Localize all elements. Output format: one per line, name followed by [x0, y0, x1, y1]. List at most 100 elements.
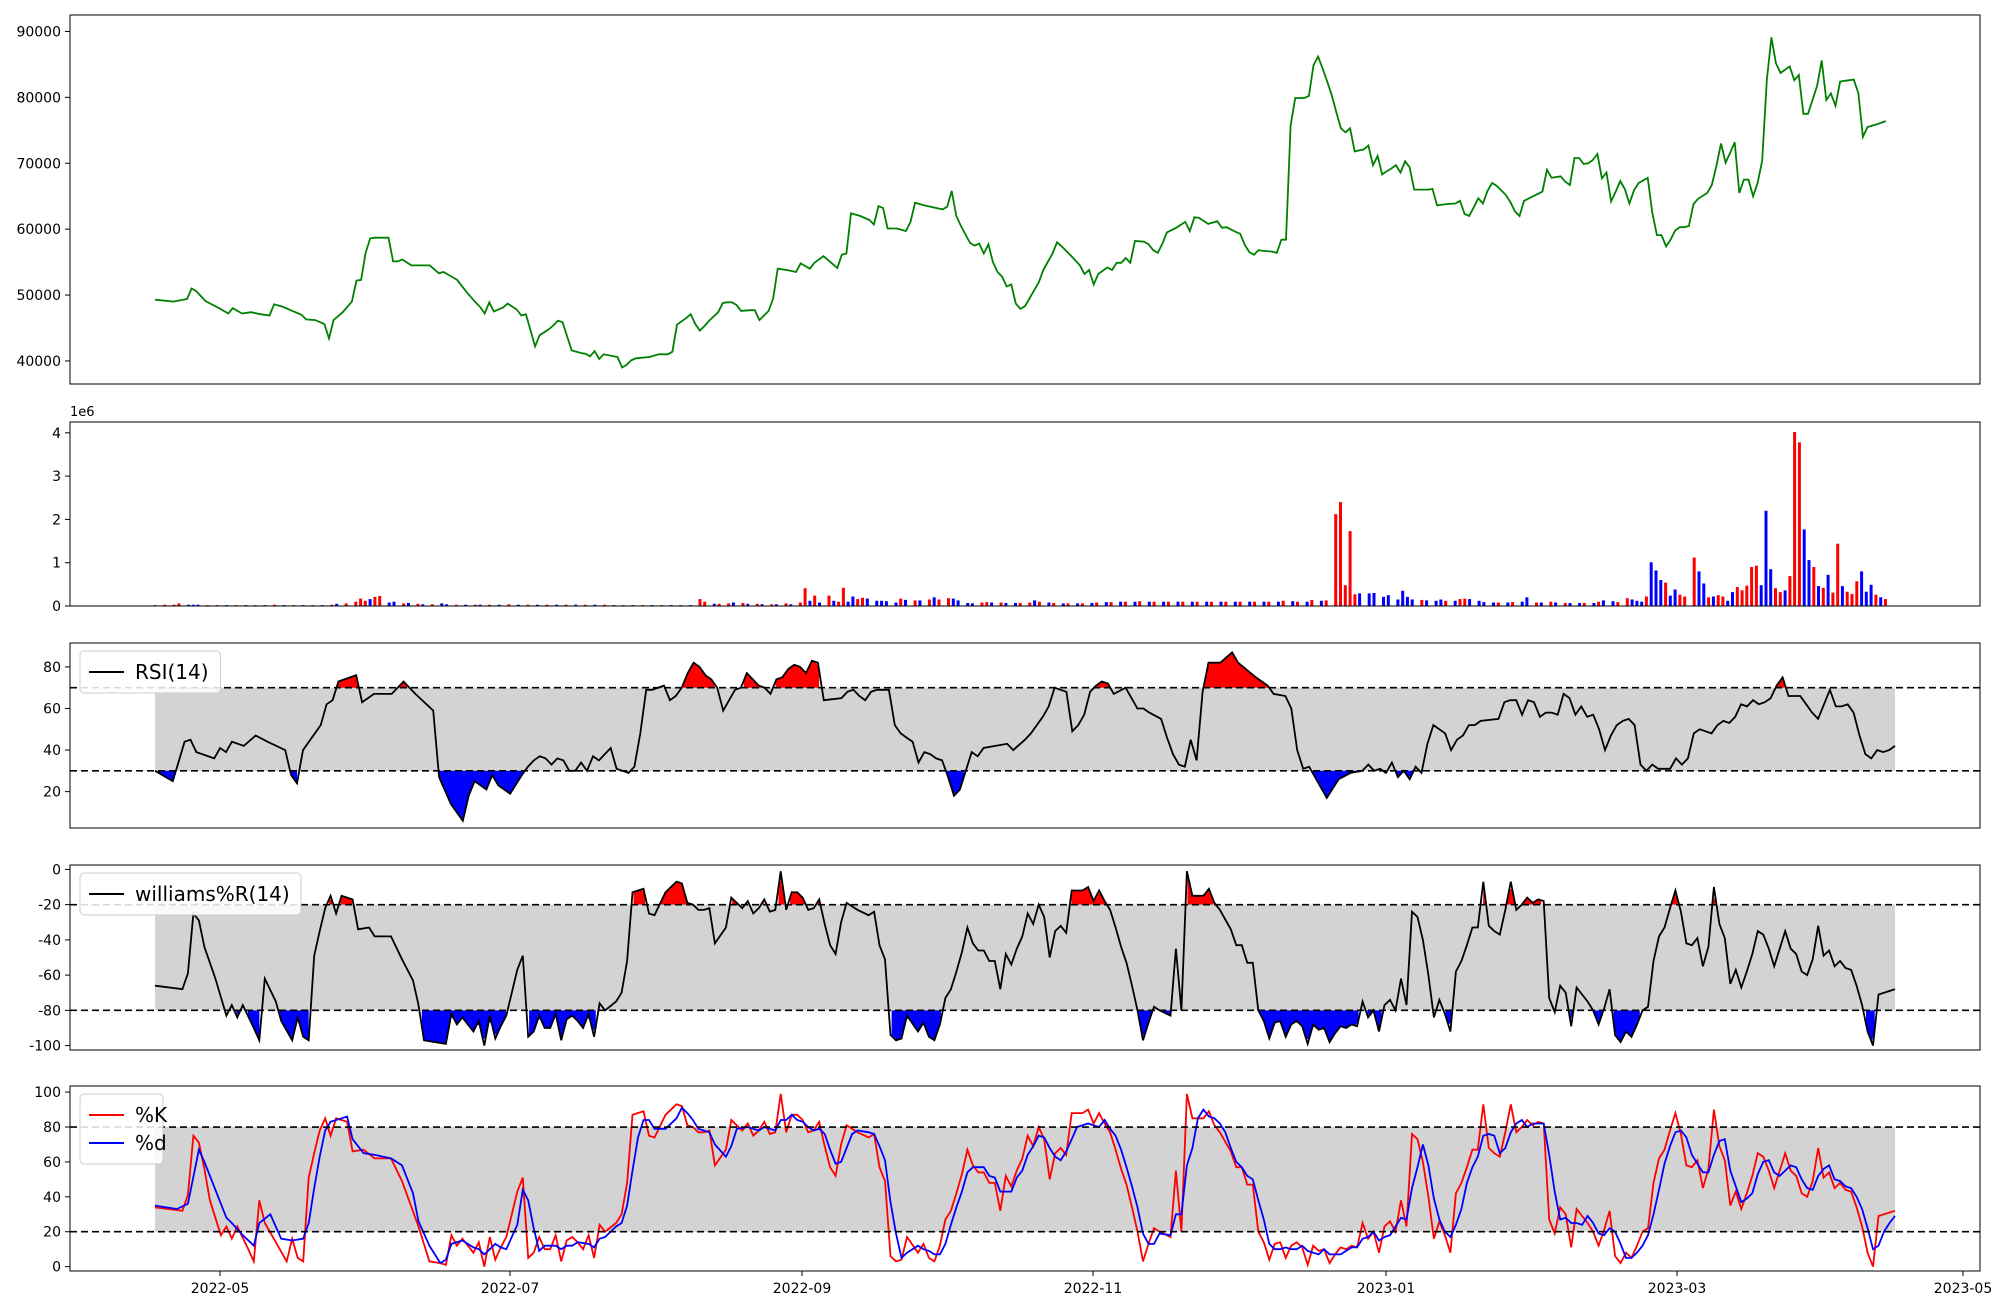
- volume-bar: [344, 603, 348, 606]
- volume-bar: [1348, 531, 1352, 606]
- volume-bar: [837, 601, 841, 606]
- y-tick-label: -80: [38, 1003, 61, 1019]
- volume-bar: [1535, 602, 1538, 606]
- volume-bar: [875, 600, 879, 606]
- oversold-fill: [439, 770, 524, 821]
- overbought-fill: [1776, 678, 1785, 688]
- volume-bar: [1253, 601, 1256, 606]
- volume-bar: [1697, 571, 1701, 606]
- volume-bar: [507, 604, 511, 606]
- volume-bar: [473, 604, 477, 606]
- x-tick-label: 2023-05: [1934, 1281, 1993, 1297]
- y-tick-label: -60: [38, 968, 61, 984]
- volume-bar: [1554, 602, 1558, 606]
- volume-bar: [1004, 603, 1008, 606]
- volume-bar: [813, 595, 817, 606]
- volume-bar: [1831, 592, 1835, 606]
- volume-bar: [1296, 601, 1299, 606]
- volume-bar: [760, 604, 764, 606]
- overbought-fill: [633, 889, 646, 905]
- oversold-fill: [1396, 770, 1414, 777]
- volume-bar: [1707, 597, 1711, 606]
- volume-bar: [1821, 587, 1825, 606]
- volume-bar: [1692, 557, 1696, 606]
- volume-bar: [851, 596, 855, 606]
- oversold-fill: [529, 1010, 596, 1040]
- volume-bar: [1262, 601, 1266, 606]
- volume-bar: [196, 604, 200, 606]
- neutral-band: [155, 687, 1895, 771]
- y-tick-label: 60000: [16, 222, 61, 238]
- volume-bar: [1076, 603, 1080, 606]
- legend-box: [79, 1093, 164, 1165]
- volume-bar: [861, 597, 864, 606]
- volume-bar: [990, 602, 994, 606]
- volume-bar: [1205, 601, 1209, 606]
- volume-bar: [1482, 602, 1486, 606]
- oversold-fill: [891, 1010, 941, 1040]
- oversold-fill: [946, 770, 965, 795]
- volume-bar: [526, 604, 530, 606]
- volume-bar: [421, 604, 425, 606]
- volume-bar: [368, 599, 372, 606]
- volume-bar: [951, 598, 955, 606]
- volume-bar: [1845, 591, 1849, 606]
- volume-bar: [980, 602, 984, 606]
- volume-bar: [1764, 510, 1768, 606]
- volume-bar: [273, 604, 276, 606]
- volume-bar: [1123, 601, 1127, 606]
- volume-bar: [1310, 599, 1314, 606]
- volume-panel: 1e6 0 1 2 3 4: [52, 405, 1981, 615]
- volume-bar: [354, 601, 358, 606]
- volume-bar: [1879, 597, 1883, 606]
- volume-bar: [1745, 585, 1749, 606]
- volume-bar: [1367, 593, 1371, 606]
- volume-bar: [1061, 603, 1065, 606]
- y-tick-label: 90000: [16, 24, 61, 40]
- volume-bar: [187, 604, 190, 606]
- stochastic-panel: 0 20 40 60 80 100 %K %d 2022-05 2022-07 2022-09 202…: [34, 1085, 1992, 1297]
- volume-bar: [1014, 603, 1017, 606]
- volume-bar: [430, 604, 434, 606]
- volume-bar: [1812, 567, 1816, 606]
- volume-bar: [1855, 581, 1859, 606]
- oversold-fill: [1312, 770, 1362, 798]
- y-tick-label: 2: [52, 512, 61, 528]
- volume-bar: [913, 600, 917, 606]
- volume-bar: [1769, 569, 1773, 606]
- y-tick-label: 100: [34, 1085, 61, 1101]
- volume-bar: [755, 603, 759, 606]
- volume-bar: [454, 604, 458, 606]
- volume-bar: [1353, 594, 1357, 606]
- volume-bar: [1874, 594, 1878, 606]
- price-panel: 40000 50000 60000 70000 80000 90000: [16, 14, 1981, 385]
- volume-bar: [406, 603, 410, 606]
- volume-bar: [445, 604, 449, 606]
- volume-bar: [865, 598, 869, 606]
- volume-bar: [899, 598, 903, 606]
- volume-bar: [770, 604, 774, 606]
- volume-scale-multiplier: 1e6: [70, 405, 95, 420]
- volume-bar: [1783, 590, 1787, 606]
- volume-bar: [1778, 592, 1782, 606]
- volume-bar: [1582, 603, 1586, 606]
- overbought-fill: [337, 675, 358, 688]
- overbought-fill: [1187, 873, 1214, 905]
- volume-bar: [1735, 587, 1739, 606]
- volume-bar: [894, 602, 898, 606]
- volume-bar: [947, 598, 950, 606]
- indicator-line: [154, 651, 1896, 823]
- y-tick-label: 80: [43, 660, 61, 676]
- volume-bar: [1386, 595, 1390, 606]
- volume-bar: [1339, 502, 1342, 606]
- volume-bar: [698, 599, 702, 606]
- y-tick-label: 70000: [16, 156, 61, 172]
- volume-bar: [1248, 601, 1252, 606]
- volume-bar: [373, 596, 377, 606]
- y-tick-label: -40: [38, 933, 61, 949]
- volume-bar: [1807, 560, 1811, 606]
- volume-bar: [478, 604, 482, 606]
- y-tick-label: 4: [52, 426, 61, 442]
- x-tick-label: 2022-05: [191, 1281, 250, 1297]
- volume-bar: [1372, 593, 1376, 606]
